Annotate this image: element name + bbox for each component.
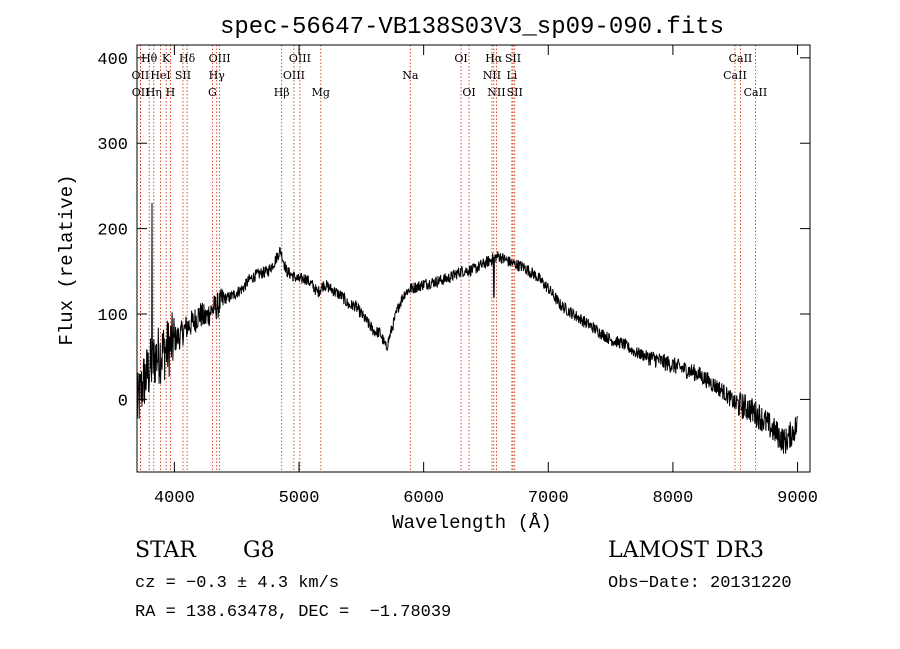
classification-label: STAR xyxy=(135,538,196,563)
survey-label: LAMOST DR3 xyxy=(608,538,764,563)
subclass-label: G8 xyxy=(243,538,275,563)
y-tick-label: 200 xyxy=(97,222,128,241)
x-tick-label: 4000 xyxy=(154,489,195,508)
y-tick-label: 300 xyxy=(97,136,128,155)
line-label: OI xyxy=(462,86,475,99)
x-tick-label: 9000 xyxy=(777,489,818,508)
redshift-label: cz = −0.3 ± 4.3 km/s xyxy=(135,574,340,593)
line-label: OII xyxy=(132,69,150,82)
line-label: Hθ xyxy=(141,52,158,65)
line-label: NII xyxy=(487,86,505,99)
line-label: G xyxy=(208,86,217,99)
line-label: K xyxy=(162,52,171,65)
x-tick-label: 5000 xyxy=(279,489,320,508)
line-label: Hα xyxy=(485,52,503,65)
line-label: Hβ xyxy=(274,86,290,99)
line-label: Mg xyxy=(312,86,330,99)
line-label: SII xyxy=(505,52,521,65)
x-axis-label: Wavelength (Å) xyxy=(392,512,552,534)
line-label: CaII xyxy=(744,86,768,99)
line-label: Hη xyxy=(146,86,162,99)
line-markers xyxy=(139,45,756,472)
line-label: HeI xyxy=(150,69,170,82)
line-label: Na xyxy=(402,69,419,82)
spectrum-series xyxy=(136,202,798,454)
line-label: CaII xyxy=(729,52,753,65)
line-label: OII xyxy=(132,86,150,99)
line-label: CaII xyxy=(723,69,747,82)
line-label: H xyxy=(166,86,176,99)
y-tick-label: 400 xyxy=(97,51,128,70)
spectrum-chart: spec-56647-VB138S03V3_sp09-090.fits 4000… xyxy=(56,14,818,534)
y-axis-label: Flux (relative) xyxy=(56,174,78,345)
axis-ticks: 4000 5000 6000 7000 8000 9000 0 100 200 300 400 xyxy=(97,45,818,508)
y-tick-label: 0 xyxy=(118,392,128,411)
line-label: Hδ xyxy=(179,52,196,65)
line-label: NII xyxy=(483,69,501,82)
spectrum-line xyxy=(136,202,798,454)
x-tick-label: 8000 xyxy=(653,489,694,508)
line-label: Hγ xyxy=(209,69,226,82)
line-label: OIII xyxy=(289,52,311,65)
coordinates-label: RA = 138.63478, DEC = −1.78039 xyxy=(135,603,452,622)
line-label: OIII xyxy=(283,69,305,82)
x-tick-label: 6000 xyxy=(403,489,444,508)
y-tick-label: 100 xyxy=(97,307,128,326)
line-label: OI xyxy=(454,52,467,65)
x-tick-label: 7000 xyxy=(528,489,569,508)
line-label: Li xyxy=(506,69,517,82)
obs-date-label: Obs−Date: 20131220 xyxy=(608,574,792,593)
line-label: SII xyxy=(507,86,523,99)
plot-frame xyxy=(136,44,811,473)
line-label: OIII xyxy=(209,52,231,65)
line-label: SII xyxy=(175,69,191,82)
chart-title: spec-56647-VB138S03V3_sp09-090.fits xyxy=(220,14,724,41)
